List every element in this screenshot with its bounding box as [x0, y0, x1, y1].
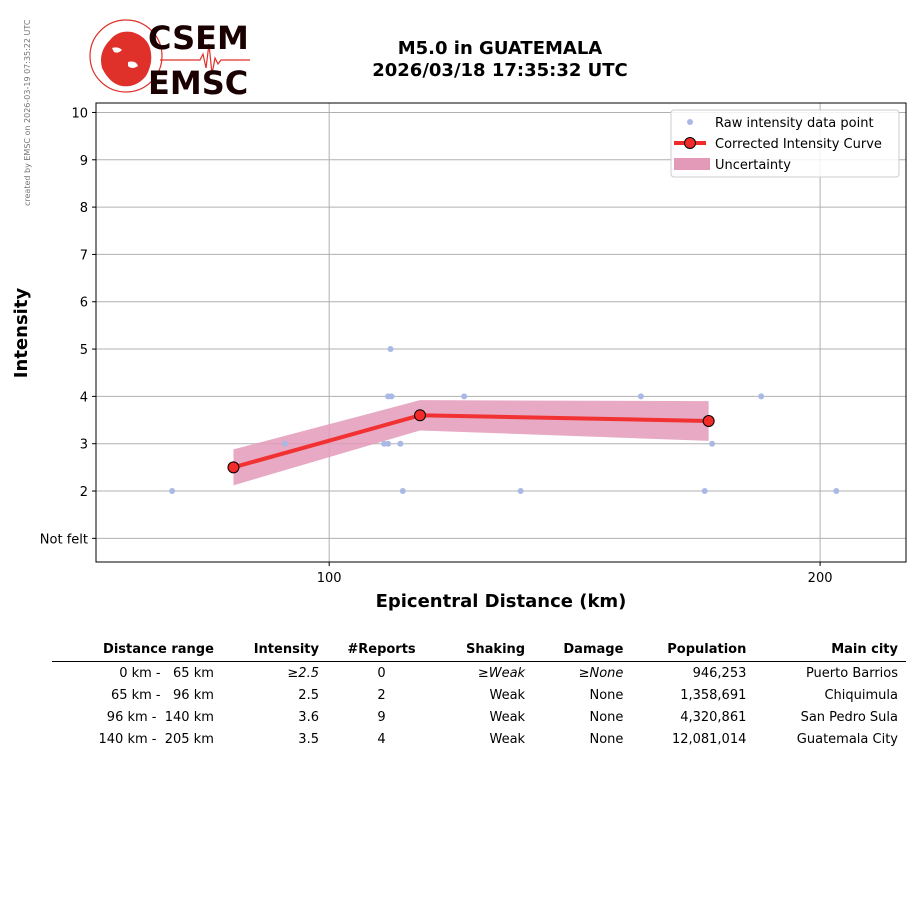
- cell-shaking: Weak: [489, 688, 526, 703]
- emsc-logo: CSEM EMSC: [89, 19, 250, 100]
- y-tick-label: Not felt: [40, 532, 88, 547]
- title-line-1: M5.0 in GUATEMALA: [397, 38, 603, 59]
- seismogram-line: [160, 43, 250, 75]
- table-row: 0 km - 65 km ≥2.5 0 ≥Weak ≥None 946,253 …: [52, 662, 906, 685]
- cell-intensity: ≥2.5: [287, 666, 319, 681]
- uncertainty-band: [233, 400, 709, 486]
- globe-icon: [89, 19, 163, 93]
- raw-points-layer: [169, 346, 840, 495]
- legend-raw-label: Raw intensity data point: [715, 116, 874, 131]
- cell-intensity: 3.6: [298, 710, 319, 725]
- table-row: 65 km - 96 km 2.5 2 Weak None 1,358,691 …: [52, 684, 906, 706]
- y-axis-label: Intensity: [11, 288, 32, 379]
- curve-marker: [414, 409, 426, 422]
- cell-reports: 9: [377, 710, 386, 725]
- cell-shaking: Weak: [489, 710, 526, 725]
- y-tick-label: 8: [80, 201, 88, 216]
- table-row: 140 km - 205 km 3.5 4 Weak None 12,081,0…: [52, 728, 906, 750]
- raw-intensity-point: [282, 440, 288, 447]
- x-tick-label: 200: [808, 571, 833, 586]
- raw-intensity-point: [637, 393, 644, 400]
- raw-intensity-point: [169, 488, 176, 495]
- cell-range: 65 km - 96 km: [110, 688, 214, 703]
- cell-city: San Pedro Sula: [800, 710, 898, 725]
- header-population: Population: [667, 642, 747, 657]
- logo-bottom-text: EMSC: [148, 64, 248, 100]
- raw-intensity-point: [385, 440, 392, 447]
- cell-shaking: ≥Weak: [477, 666, 526, 681]
- cell-range: 96 km - 140 km: [106, 710, 214, 725]
- cell-damage: None: [589, 732, 624, 747]
- curve-marker: [702, 414, 715, 427]
- header-shaking: Shaking: [466, 642, 526, 657]
- cell-population: 1,358,691: [680, 688, 747, 703]
- uncertainty-band-layer: [233, 400, 709, 486]
- table-row: 96 km - 140 km 3.6 9 Weak None 4,320,861…: [52, 706, 906, 728]
- cell-population: 12,081,014: [671, 732, 747, 747]
- legend-band-label: Uncertainty: [715, 158, 791, 173]
- globe-map-shape: [101, 31, 152, 87]
- y-tick-labels: Not felt 2 3 4 5 6 7 8 9 10: [40, 106, 96, 547]
- y-tick-label: 4: [80, 390, 88, 405]
- y-tick-label: 9: [80, 154, 88, 169]
- legend-curve-marker: [684, 137, 696, 149]
- cell-damage: None: [589, 688, 624, 703]
- cell-shaking: Weak: [489, 732, 526, 747]
- cell-damage: None: [589, 710, 624, 725]
- header-damage: Damage: [563, 642, 624, 657]
- raw-intensity-point: [758, 393, 765, 400]
- raw-intensity-point: [387, 346, 394, 353]
- legend-curve-label: Corrected Intensity Curve: [715, 137, 882, 152]
- raw-intensity-point: [461, 393, 468, 400]
- title-line-2: 2026/03/18 17:35:32 UTC: [372, 60, 628, 81]
- y-tick-label: 2: [80, 485, 88, 500]
- cell-city: Guatemala City: [796, 732, 898, 747]
- cell-intensity: 3.5: [298, 732, 319, 747]
- raw-intensity-point: [397, 440, 404, 447]
- raw-intensity-point: [709, 440, 716, 447]
- raw-intensity-point: [833, 488, 840, 495]
- corrected-curve-layer: [227, 409, 715, 474]
- cell-range: 140 km - 205 km: [98, 732, 214, 747]
- y-tick-label: 7: [80, 248, 88, 263]
- x-tick-labels: 100 200: [317, 562, 833, 586]
- cell-range: 0 km - 65 km: [119, 666, 214, 681]
- y-tick-label: 10: [71, 106, 88, 121]
- legend-raw-marker: [687, 119, 693, 125]
- plot-frame: [95, 102, 907, 563]
- cell-population: 4,320,861: [680, 710, 747, 725]
- y-tick-label: 6: [80, 296, 88, 311]
- cell-population: 946,253: [692, 666, 747, 681]
- header-reports: #Reports: [347, 642, 416, 657]
- cell-reports: 2: [377, 688, 386, 703]
- curve-marker: [227, 461, 240, 474]
- cell-damage: ≥None: [578, 666, 624, 681]
- header-distance-range: Distance range: [103, 642, 214, 657]
- raw-intensity-point: [388, 393, 395, 400]
- logo-top-text: CSEM: [148, 19, 249, 57]
- raw-intensity-point: [517, 488, 524, 495]
- cell-city: Chiquimula: [824, 688, 898, 703]
- legend-band-swatch: [674, 158, 710, 170]
- header-intensity: Intensity: [253, 642, 319, 657]
- intensity-summary-table: Distance range Intensity #Reports Shakin…: [52, 640, 906, 750]
- x-tick-label: 100: [317, 571, 342, 586]
- cell-reports: 0: [377, 666, 386, 681]
- y-tick-label: 3: [80, 438, 88, 453]
- legend: Raw intensity data point Corrected Inten…: [670, 109, 900, 178]
- cell-reports: 4: [377, 732, 386, 747]
- raw-intensity-point: [399, 488, 406, 495]
- cell-city: Puerto Barrios: [805, 666, 898, 681]
- x-axis-label: Epicentral Distance (km): [376, 591, 627, 612]
- grid-lines: [96, 103, 906, 562]
- intensity-chart: Not felt 2 3 4 5 6 7 8 9 10 100 200 Epicentral Dis…: [11, 102, 907, 612]
- legend-box: [670, 109, 900, 178]
- table-header-row: Distance range Intensity #Reports Shakin…: [52, 640, 906, 662]
- header-main-city: Main city: [831, 642, 898, 657]
- y-tick-label: 5: [80, 343, 88, 358]
- cell-intensity: 2.5: [298, 688, 319, 703]
- raw-intensity-point: [701, 488, 708, 495]
- chart-title: M5.0 in GUATEMALA 2026/03/18 17:35:32 UT…: [300, 38, 700, 82]
